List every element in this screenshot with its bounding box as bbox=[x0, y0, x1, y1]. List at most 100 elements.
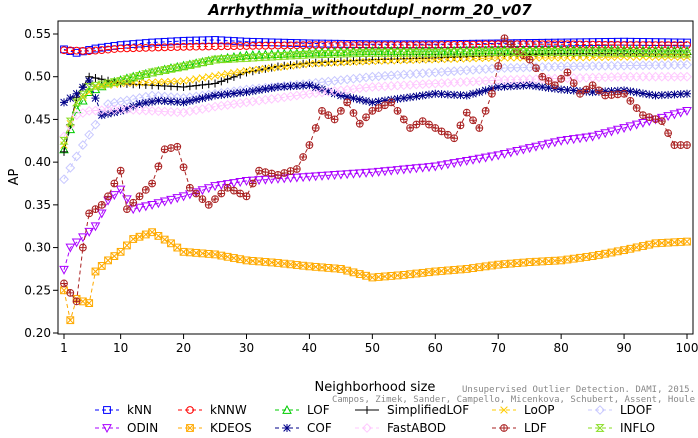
point-cof-41 bbox=[311, 83, 320, 92]
point-ldof-1 bbox=[59, 174, 69, 185]
point-knn-29 bbox=[236, 37, 245, 46]
point-inflo-70 bbox=[493, 48, 503, 56]
point-cof-23 bbox=[198, 94, 207, 103]
point-loop-15 bbox=[148, 78, 156, 87]
point-kdeos-97 bbox=[664, 238, 673, 247]
point-kdeos-59 bbox=[425, 268, 433, 277]
point-inflo-98 bbox=[669, 49, 680, 58]
point-loop-28 bbox=[230, 69, 238, 77]
legend-label-kdeos: KDEOS bbox=[210, 421, 252, 434]
point-fastabod-16 bbox=[153, 106, 164, 117]
point-ldf-55 bbox=[399, 115, 408, 124]
point-kdeos-56 bbox=[406, 270, 415, 279]
point-kdeos-28 bbox=[230, 254, 238, 262]
point-knnw-77 bbox=[538, 40, 547, 49]
point-kdeos-18 bbox=[167, 239, 175, 248]
point-ldf-23 bbox=[198, 195, 207, 204]
point-inflo-66 bbox=[468, 48, 478, 57]
point-cof-70 bbox=[494, 82, 503, 91]
point-knnw-90 bbox=[620, 41, 628, 50]
point-kdeos-53 bbox=[387, 272, 396, 280]
point-knnw-87 bbox=[601, 40, 610, 49]
point-kdeos-20 bbox=[179, 247, 188, 256]
point-odin-63 bbox=[449, 159, 460, 169]
point-kdeos-16 bbox=[154, 231, 163, 240]
point-loop-14 bbox=[142, 78, 150, 87]
point-ldf-8 bbox=[104, 192, 112, 201]
point-knn-20 bbox=[179, 36, 188, 45]
point-knnw-20 bbox=[179, 42, 188, 51]
point-odin-26 bbox=[216, 181, 227, 191]
point-kdeos-52 bbox=[381, 272, 389, 281]
point-simplifiedlof-35 bbox=[273, 62, 282, 71]
point-ldf-33 bbox=[261, 168, 270, 177]
point-cof-91 bbox=[626, 87, 635, 96]
point-kdeos-6 bbox=[91, 267, 100, 276]
point-lof-18 bbox=[166, 63, 176, 73]
point-inflo-3 bbox=[71, 98, 82, 107]
point-kdeos-21 bbox=[185, 248, 194, 257]
point-inflo-45 bbox=[336, 49, 346, 58]
watermark-line-1: Unsupervised Outlier Detection. DAMI, 20… bbox=[462, 385, 695, 395]
point-loop-24 bbox=[204, 73, 213, 81]
point-knn-19 bbox=[173, 37, 182, 46]
point-loop-53 bbox=[387, 57, 395, 65]
point-inflo-69 bbox=[487, 48, 497, 56]
point-odin-78 bbox=[543, 139, 554, 149]
point-kdeos-72 bbox=[506, 259, 515, 268]
point-cof-56 bbox=[406, 93, 415, 102]
point-inflo-34 bbox=[267, 52, 277, 61]
point-simplifiedlof-30 bbox=[242, 68, 251, 77]
point-inflo-62 bbox=[443, 48, 453, 57]
point-kdeos-30 bbox=[242, 256, 251, 265]
point-kdeos-35 bbox=[274, 259, 282, 267]
point-inflo-74 bbox=[518, 48, 528, 56]
point-ldf-51 bbox=[374, 104, 383, 112]
point-inflo-96 bbox=[657, 49, 667, 58]
point-kdeos-91 bbox=[626, 244, 635, 253]
point-cof-11 bbox=[122, 104, 131, 113]
legend-label-cof: COF bbox=[307, 421, 332, 434]
point-ldf-94 bbox=[645, 113, 654, 122]
point-inflo-26 bbox=[216, 55, 226, 64]
point-knnw-32 bbox=[255, 41, 263, 50]
point-odin-75 bbox=[524, 144, 535, 154]
point-knnw-19 bbox=[173, 43, 182, 51]
point-ldf-24 bbox=[204, 200, 213, 209]
point-ldf-34 bbox=[267, 169, 276, 178]
point-simplifiedlof-21 bbox=[185, 82, 194, 91]
point-ldf-10 bbox=[116, 166, 125, 175]
point-cof-6 bbox=[91, 94, 100, 103]
point-knn-28 bbox=[230, 37, 238, 45]
point-ldf-31 bbox=[248, 179, 257, 188]
series-layer bbox=[59, 34, 692, 325]
point-kdeos-46 bbox=[343, 266, 352, 275]
series-line-odin bbox=[63, 110, 688, 270]
point-cof-45 bbox=[336, 91, 345, 100]
point-ldf-16 bbox=[154, 162, 163, 171]
point-cof-64 bbox=[456, 91, 465, 100]
point-odin-80 bbox=[556, 136, 566, 146]
point-odin-99 bbox=[675, 108, 686, 118]
point-odin-49 bbox=[361, 168, 371, 178]
point-kdeos-95 bbox=[651, 239, 660, 248]
point-ldof-3 bbox=[71, 151, 82, 162]
point-odin-16 bbox=[153, 199, 164, 209]
point-knnw-14 bbox=[141, 43, 150, 52]
point-knnw-84 bbox=[582, 40, 591, 49]
point-kdeos-40 bbox=[305, 262, 314, 271]
point-cof-69 bbox=[487, 84, 496, 93]
point-kdeos-38 bbox=[292, 261, 301, 269]
point-fastabod-100 bbox=[682, 71, 692, 82]
point-cof-55 bbox=[399, 94, 408, 103]
point-knnw-92 bbox=[632, 41, 641, 50]
point-inflo-17 bbox=[160, 66, 170, 74]
point-inflo-65 bbox=[462, 48, 472, 57]
point-knn-35 bbox=[274, 38, 282, 47]
point-kdeos-17 bbox=[160, 235, 169, 244]
point-inflo-51 bbox=[374, 48, 384, 57]
point-inflo-76 bbox=[531, 48, 541, 56]
point-kdeos-12 bbox=[129, 235, 138, 243]
point-kdeos-78 bbox=[544, 257, 553, 265]
point-cof-5 bbox=[85, 76, 94, 85]
